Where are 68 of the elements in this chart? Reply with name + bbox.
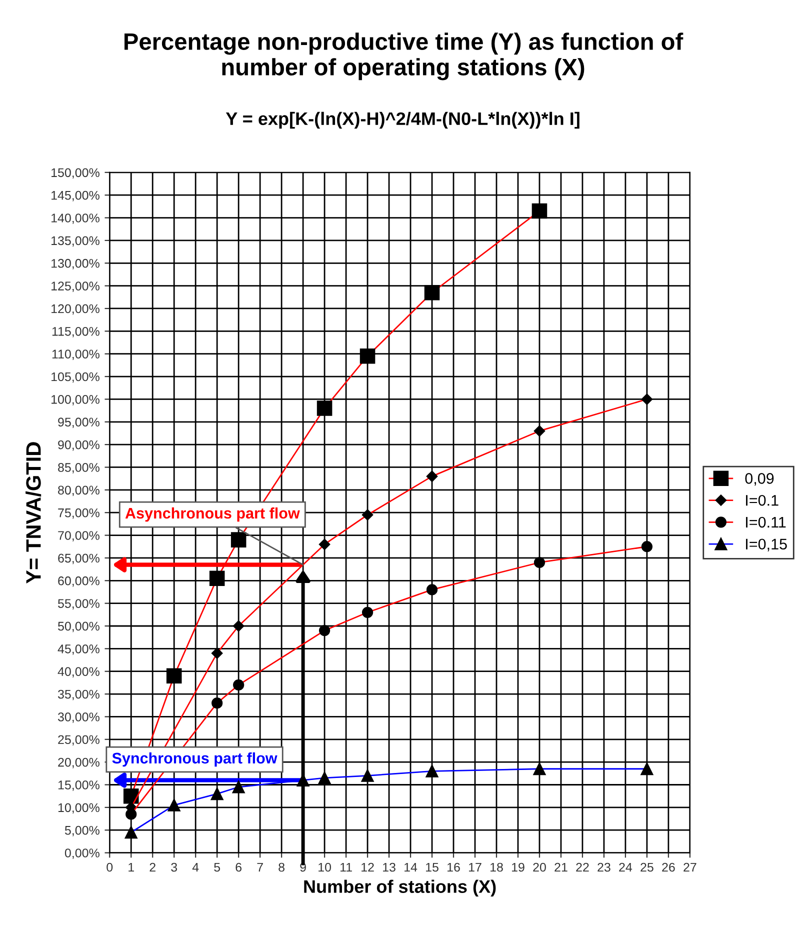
y-tick-label: 80,00% [58,486,100,496]
y-tick-label: 125,00% [52,282,100,292]
y-tick-label: 75,00% [58,508,100,519]
y-tick-label: 110,00% [52,350,100,360]
x-tick-label: 14 [404,862,418,872]
x-tick-label: 6 [236,862,242,872]
y-tick-label: 55,00% [58,599,100,610]
x-tick-label: 16 [448,862,460,872]
x-tick-label: 18 [490,862,503,872]
y-tick-label: 35,00% [58,690,100,700]
y-tick-label: 50,00% [58,622,100,632]
y-tick-label: 5,00% [64,826,100,836]
legend-label: I=0.11 [746,516,786,528]
annotation: Synchronous part flow [112,752,278,767]
x-tick-label: 15 [426,862,438,872]
x-tick-label: 21 [554,862,568,872]
chart-subtitle: Y = exp[K-(ln(X)-H)^2/4M-(N0-L*ln(X))*ln I] [226,112,580,129]
legend-label: I=0.1 [746,494,778,506]
y-tick-label: 130,00% [52,258,100,270]
y-tick-label: 140,00% [52,214,100,224]
x-tick-label: 17 [469,862,482,872]
x-tick-label: 10 [318,862,332,872]
x-tick-label: 1 [128,862,134,872]
legend-label: 0,09 [745,473,774,486]
x-axis-title: Number of stations (X) [304,880,496,897]
y-tick-label: 70,00% [58,531,100,542]
y-tick-label: 10,00% [58,803,100,814]
x-tick-label: 25 [640,862,654,872]
x-tick-label: 19 [512,862,524,872]
y-tick-label: 60,00% [58,576,100,587]
x-tick-label: 8 [278,862,284,872]
y-tick-label: 90,00% [58,440,100,451]
x-tick-label: 13 [383,862,396,872]
y-tick-label: 45,00% [58,644,100,655]
x-tick-label: 7 [257,862,263,872]
y-tick-label: 85,00% [58,463,100,474]
y-tick-label: 20,00% [58,758,100,768]
x-tick-label: 11 [340,862,352,872]
y-tick-label: 25,00% [58,735,100,746]
x-tick-label: 20 [533,862,546,872]
x-tick-label: 4 [192,862,199,872]
y-tick-label: 120,00% [52,304,100,315]
x-tick-label: 2 [150,862,156,872]
y-tick-label: 105,00% [52,372,100,383]
legend-label: I=0,15 [746,538,787,552]
y-tick-label: 95,00% [58,418,100,428]
x-tick-label: 27 [684,862,696,872]
y-tick-label: 150,00% [52,168,100,179]
x-tick-label: 12 [362,862,374,872]
y-tick-label: 30,00% [58,712,100,723]
y-tick-label: 145,00% [52,190,100,202]
x-tick-label: 5 [214,862,220,872]
y-axis-title: Y= TNVA/GTID [26,442,42,584]
y-tick-label: 100,00% [52,395,100,406]
y-tick-label: 65,00% [58,554,100,564]
x-tick-label: 23 [598,862,610,872]
x-tick-label: 3 [171,862,178,872]
y-tick-label: 15,00% [58,780,100,791]
x-tick-label: 24 [619,862,632,872]
y-tick-label: 135,00% [52,236,100,247]
chart-title: Percentage non-productive time (Y) as function of number of operating stations (X) [124,32,684,80]
y-tick-label: 40,00% [58,667,100,678]
x-tick-label: 22 [576,862,589,872]
y-tick-label: 0,00% [64,848,100,859]
x-tick-label: 0 [106,862,113,872]
y-tick-label: 115,00% [52,326,100,338]
x-tick-label: 26 [662,862,675,872]
annotation: Asynchronous part flow [125,507,300,522]
